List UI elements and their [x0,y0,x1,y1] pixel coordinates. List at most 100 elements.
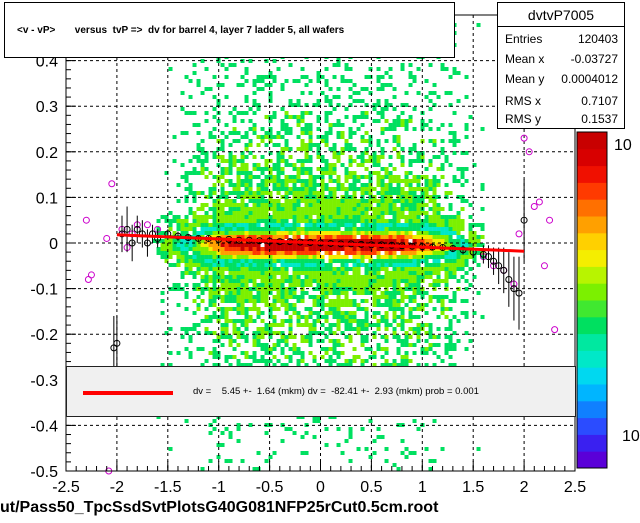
heatmap-cell [416,91,421,95]
heatmap-cell [392,147,397,151]
heatmap-cell [240,219,245,223]
heatmap-cell [340,291,345,295]
heatmap-cell [404,363,409,367]
heatmap-cell [344,167,349,171]
heatmap-cell [424,235,429,239]
heatmap-cell [240,291,245,295]
heatmap-cell [260,211,265,215]
heatmap-cell [244,335,249,339]
heatmap-cell [168,223,173,227]
heatmap-cell [328,123,333,127]
heatmap-cell [240,303,245,307]
heatmap-cell [364,167,369,171]
heatmap-cell [424,95,429,99]
heatmap-cell [388,323,393,327]
heatmap-cell [392,247,397,251]
heatmap-cell [452,179,457,183]
heatmap-cell [344,267,349,271]
heatmap-cell [368,239,373,243]
heatmap-cell [196,259,201,263]
heatmap-cell [348,67,353,71]
heatmap-cell [212,311,217,315]
heatmap-cell [336,327,341,331]
heatmap-cell [292,79,297,83]
heatmap-cell [308,167,313,171]
heatmap-cell [316,135,321,139]
y-tick-label: -0.5 [30,464,58,481]
heatmap-cell [444,227,449,231]
heatmap-cell [184,259,189,263]
heatmap-cell [280,119,285,123]
heatmap-cell [448,239,453,243]
heatmap-cell [416,291,421,295]
heatmap-cell [428,323,433,327]
heatmap-cell [332,415,337,419]
heatmap-cell [264,243,269,247]
heatmap-cell [432,335,437,339]
heatmap-cell [400,163,405,167]
heatmap-cell [420,275,425,279]
heatmap-cell [404,175,409,179]
heatmap-cell [160,215,165,219]
heatmap-cell [332,215,337,219]
heatmap-cell [468,235,473,239]
heatmap-cell [252,247,257,251]
heatmap-cell [236,335,241,339]
heatmap-cell [260,267,265,271]
heatmap-cell [456,267,461,271]
heatmap-cell [240,271,245,275]
heatmap-cell [280,227,285,231]
heatmap-cell [416,251,421,255]
heatmap-cell [460,235,465,239]
heatmap-cell [392,179,397,183]
heatmap-cell [368,263,373,267]
heatmap-cell [284,163,289,167]
heatmap-cell [260,359,265,363]
heatmap-cell [336,123,341,127]
open-marker [87,271,95,279]
heatmap-cell [372,259,377,263]
heatmap-cell [252,243,257,247]
heatmap-cell [352,231,357,235]
heatmap-cell [192,259,197,263]
heatmap-cell [244,155,249,159]
heatmap-cell [392,211,397,215]
heatmap-cell [268,307,273,311]
heatmap-cell [192,231,197,235]
heatmap-cell [224,267,229,271]
heatmap-cell [268,71,273,75]
heatmap-cell [324,163,329,167]
heatmap-cell [284,227,289,231]
heatmap-cell [376,343,381,347]
heatmap-cell [220,311,225,315]
heatmap-cell [200,363,205,367]
heatmap-cell [284,183,289,187]
heatmap-cell [400,439,405,443]
heatmap-cell [248,291,253,295]
heatmap-cell [224,251,229,255]
heatmap-cell [308,283,313,287]
heatmap-cell [352,311,357,315]
heatmap-cell [408,163,413,167]
heatmap-cell [320,167,325,171]
heatmap-cell [276,171,281,175]
heatmap-cell [468,339,473,343]
heatmap-cell [228,239,233,243]
heatmap-cell [396,211,401,215]
heatmap-cell [212,203,217,207]
heatmap-cell [268,223,273,227]
heatmap-cell [188,191,193,195]
heatmap-cell [284,311,289,315]
heatmap-cell [384,279,389,283]
heatmap-cell [320,283,325,287]
heatmap-cell [184,263,189,267]
heatmap-cell [252,231,257,235]
heatmap-cell [376,435,381,439]
heatmap-cell [228,319,233,323]
heatmap-cell [404,231,409,235]
heatmap-cell [324,215,329,219]
heatmap-cell [464,179,469,183]
heatmap-cell [340,343,345,347]
heatmap-cell [412,211,417,215]
heatmap-cell [428,199,433,203]
